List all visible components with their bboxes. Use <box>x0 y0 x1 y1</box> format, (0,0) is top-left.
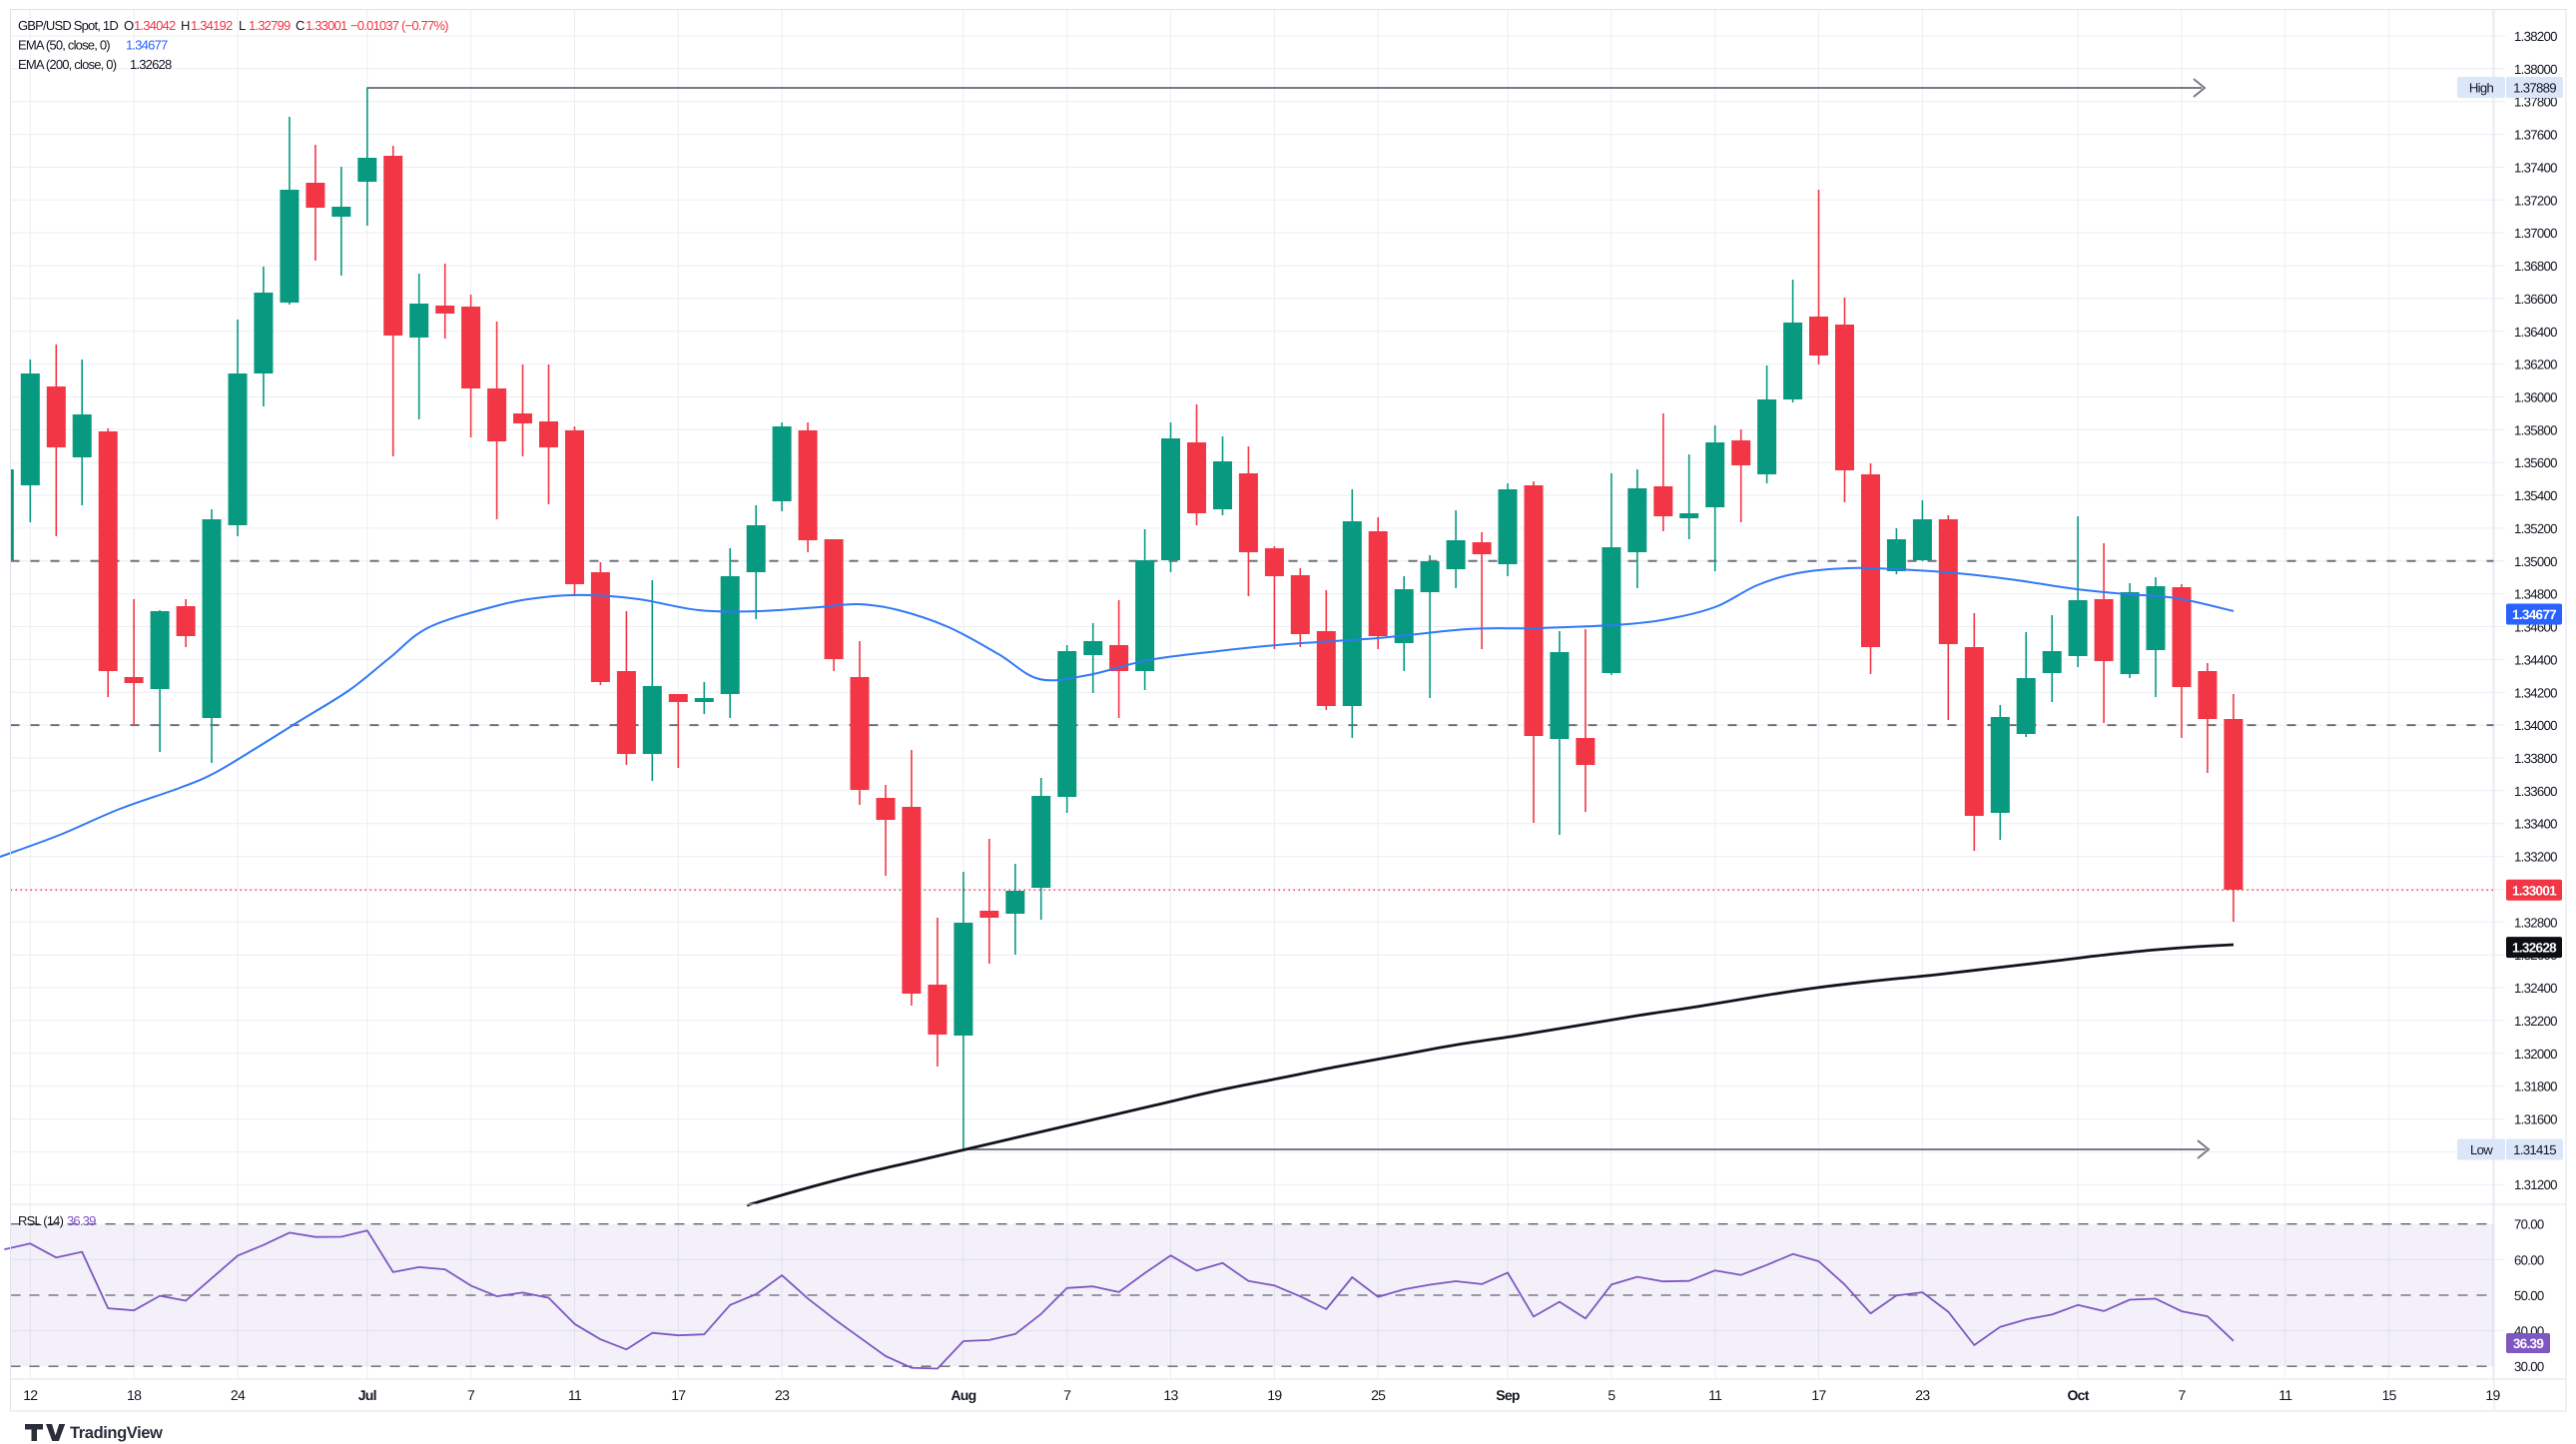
svg-text:1.33001: 1.33001 <box>2512 883 2557 898</box>
svg-text:1.34042: 1.34042 <box>134 18 176 33</box>
svg-text:1.33200: 1.33200 <box>2514 850 2557 865</box>
svg-text:1.32400: 1.32400 <box>2514 981 2557 996</box>
svg-text:1.36600: 1.36600 <box>2514 292 2557 307</box>
svg-text:1.32628: 1.32628 <box>130 57 172 72</box>
svg-text:23: 23 <box>775 1387 790 1403</box>
svg-text:1.34200: 1.34200 <box>2514 685 2557 700</box>
svg-text:1.31800: 1.31800 <box>2514 1080 2557 1094</box>
svg-text:5: 5 <box>1608 1387 1615 1403</box>
svg-text:1.36000: 1.36000 <box>2514 390 2557 405</box>
svg-text:1.31200: 1.31200 <box>2514 1177 2557 1192</box>
svg-text:TradingView: TradingView <box>70 1424 163 1442</box>
svg-text:1.35400: 1.35400 <box>2514 488 2557 503</box>
svg-text:17: 17 <box>1811 1387 1826 1403</box>
svg-text:1.32628: 1.32628 <box>2512 941 2557 956</box>
svg-text:19: 19 <box>1267 1387 1282 1403</box>
svg-text:1.32000: 1.32000 <box>2514 1047 2557 1062</box>
svg-text:7: 7 <box>2178 1387 2186 1403</box>
svg-text:1.34800: 1.34800 <box>2514 587 2557 602</box>
svg-text:1.32799: 1.32799 <box>249 18 291 33</box>
svg-text:H: H <box>181 18 190 33</box>
svg-text:L: L <box>239 18 246 33</box>
svg-text:1.34677: 1.34677 <box>126 38 168 53</box>
svg-text:36.39: 36.39 <box>67 1213 96 1228</box>
svg-text:−0.01037 (−0.77%): −0.01037 (−0.77%) <box>350 18 448 33</box>
svg-text:70.00: 70.00 <box>2514 1217 2544 1232</box>
svg-text:GBP/USD Spot, 1D: GBP/USD Spot, 1D <box>18 18 118 33</box>
svg-text:11: 11 <box>1708 1387 1722 1403</box>
svg-text:7: 7 <box>1063 1387 1071 1403</box>
svg-text:19: 19 <box>2485 1387 2500 1403</box>
svg-text:1.36800: 1.36800 <box>2514 259 2557 274</box>
svg-text:1.36400: 1.36400 <box>2514 325 2557 340</box>
svg-text:1.35600: 1.35600 <box>2514 455 2557 470</box>
svg-text:O: O <box>124 18 134 33</box>
svg-text:Sep: Sep <box>1496 1387 1520 1403</box>
svg-text:30.00: 30.00 <box>2514 1359 2544 1374</box>
svg-text:7: 7 <box>467 1387 475 1403</box>
svg-text:Low: Low <box>2470 1142 2493 1157</box>
svg-text:36.39: 36.39 <box>2513 1336 2543 1351</box>
svg-text:1.33400: 1.33400 <box>2514 817 2557 832</box>
svg-text:1.36200: 1.36200 <box>2514 358 2557 372</box>
svg-text:1.37200: 1.37200 <box>2514 193 2557 208</box>
svg-text:1.38200: 1.38200 <box>2514 29 2557 44</box>
svg-text:1.37000: 1.37000 <box>2514 226 2557 241</box>
svg-text:1.33001: 1.33001 <box>306 18 347 33</box>
svg-text:23: 23 <box>1915 1387 1930 1403</box>
svg-text:1.32800: 1.32800 <box>2514 915 2557 930</box>
svg-text:60.00: 60.00 <box>2514 1252 2544 1267</box>
svg-text:1.37600: 1.37600 <box>2514 128 2557 143</box>
svg-text:1.38000: 1.38000 <box>2514 62 2557 77</box>
svg-text:50.00: 50.00 <box>2514 1288 2544 1303</box>
svg-text:1.34000: 1.34000 <box>2514 718 2557 733</box>
svg-text:C: C <box>296 18 305 33</box>
svg-text:1.31415: 1.31415 <box>2513 1142 2556 1157</box>
svg-text:1.31600: 1.31600 <box>2514 1112 2557 1127</box>
svg-text:EMA (200, close, 0): EMA (200, close, 0) <box>18 57 117 72</box>
svg-text:1.37800: 1.37800 <box>2514 95 2557 110</box>
svg-text:18: 18 <box>127 1387 142 1403</box>
svg-text:1.37400: 1.37400 <box>2514 160 2557 175</box>
svg-text:24: 24 <box>231 1387 246 1403</box>
svg-text:RSL (14): RSL (14) <box>18 1213 64 1228</box>
svg-text:1.35800: 1.35800 <box>2514 422 2557 437</box>
svg-text:1.33800: 1.33800 <box>2514 751 2557 766</box>
svg-text:25: 25 <box>1371 1387 1386 1403</box>
svg-text:1.34400: 1.34400 <box>2514 652 2557 667</box>
svg-text:17: 17 <box>671 1387 686 1403</box>
svg-text:1.34192: 1.34192 <box>191 18 233 33</box>
svg-text:11: 11 <box>2278 1387 2292 1403</box>
svg-text:1.34677: 1.34677 <box>2512 607 2556 622</box>
svg-text:1.35000: 1.35000 <box>2514 554 2557 569</box>
svg-text:1.35200: 1.35200 <box>2514 521 2557 536</box>
svg-text:1.37889: 1.37889 <box>2513 81 2556 96</box>
svg-text:12: 12 <box>23 1387 38 1403</box>
svg-text:1.33600: 1.33600 <box>2514 784 2557 799</box>
svg-text:Aug: Aug <box>951 1387 975 1403</box>
svg-text:1.32200: 1.32200 <box>2514 1014 2557 1029</box>
svg-text:EMA (50, close, 0): EMA (50, close, 0) <box>18 38 110 53</box>
svg-text:Jul: Jul <box>358 1387 376 1403</box>
svg-text:15: 15 <box>2382 1387 2397 1403</box>
svg-text:Oct: Oct <box>2067 1387 2089 1403</box>
svg-text:High: High <box>2469 81 2494 96</box>
svg-text:11: 11 <box>568 1387 582 1403</box>
svg-text:13: 13 <box>1163 1387 1178 1403</box>
